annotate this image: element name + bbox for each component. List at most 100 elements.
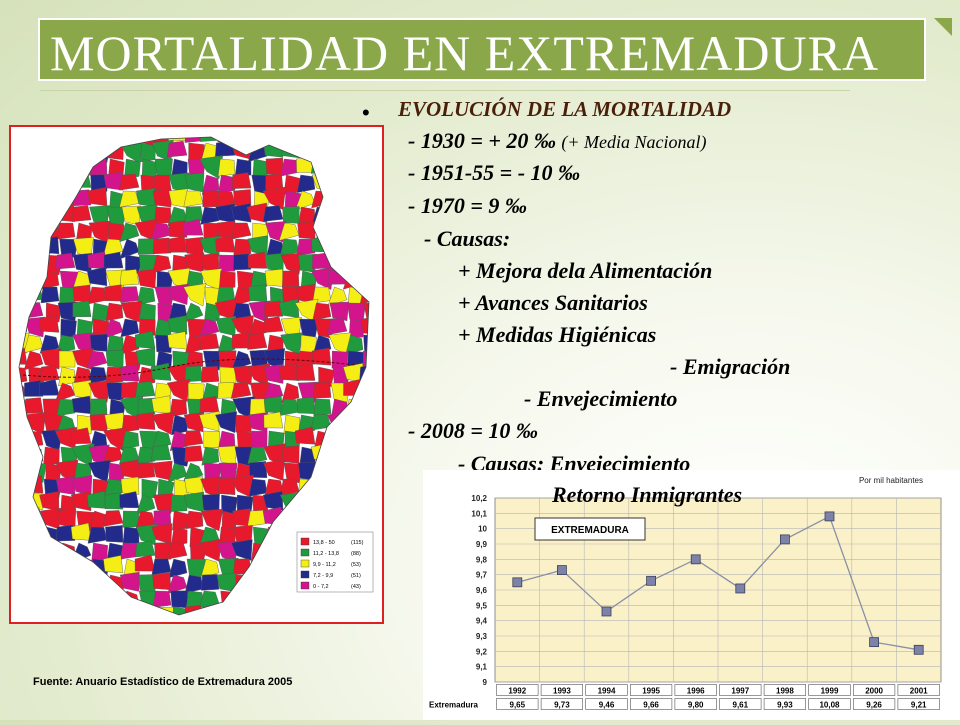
map-municipality bbox=[328, 444, 348, 463]
map-municipality bbox=[19, 445, 29, 465]
map-municipality bbox=[137, 605, 159, 615]
map-municipality bbox=[359, 364, 369, 381]
map-municipality bbox=[166, 140, 188, 158]
map-municipality bbox=[199, 411, 220, 432]
chart-x-cell bbox=[852, 684, 896, 696]
chart-y-tick-label: 9,3 bbox=[476, 632, 488, 641]
map-municipality bbox=[202, 606, 220, 615]
map-municipality bbox=[375, 507, 382, 525]
map-municipality bbox=[104, 284, 124, 302]
map-municipality bbox=[298, 462, 317, 481]
chart-y-tick-label: 10 bbox=[478, 525, 487, 534]
map-municipality bbox=[231, 172, 252, 189]
map-municipality bbox=[154, 158, 173, 177]
map-municipality bbox=[19, 204, 28, 224]
text-line-sanitarios: + Avances Sanitarios bbox=[458, 290, 648, 315]
map-municipality bbox=[134, 330, 156, 349]
map-municipality bbox=[119, 222, 140, 243]
map-legend-count: (51) bbox=[351, 573, 361, 579]
map-municipality bbox=[19, 302, 31, 323]
map-municipality bbox=[345, 334, 364, 355]
map-municipality bbox=[19, 542, 28, 560]
map-municipality bbox=[265, 137, 286, 146]
map-municipality bbox=[230, 222, 252, 240]
map-municipality bbox=[362, 142, 369, 162]
map-legend-range: 11,2 - 13,8 bbox=[313, 551, 339, 557]
map-municipality bbox=[296, 604, 316, 615]
map-municipality bbox=[329, 137, 348, 143]
map-legend-swatch bbox=[300, 570, 310, 579]
map-municipality bbox=[153, 493, 174, 514]
map-municipality bbox=[76, 574, 94, 595]
map-municipality bbox=[381, 559, 382, 577]
map-municipality bbox=[39, 365, 60, 382]
map-municipality bbox=[102, 510, 124, 527]
chart-value-cell bbox=[852, 698, 896, 710]
map-municipality bbox=[71, 395, 92, 415]
map-municipality bbox=[152, 237, 172, 255]
chart-data-point bbox=[824, 511, 835, 522]
map-municipality bbox=[347, 174, 364, 192]
map-municipality bbox=[248, 478, 268, 497]
map-legend-range: 13,8 - 50 bbox=[313, 540, 335, 546]
map-municipality bbox=[249, 461, 268, 478]
map-municipality bbox=[120, 318, 140, 338]
map-municipality bbox=[376, 527, 382, 544]
map-municipality bbox=[345, 205, 364, 223]
map-municipality bbox=[381, 351, 382, 371]
map-municipality bbox=[327, 139, 348, 159]
map-municipality bbox=[119, 190, 140, 208]
map-municipality bbox=[279, 158, 300, 177]
map-municipality bbox=[378, 399, 382, 415]
map-municipality bbox=[376, 492, 382, 509]
map-municipality bbox=[251, 558, 270, 578]
map-municipality bbox=[72, 284, 92, 303]
map-municipality bbox=[154, 542, 172, 560]
map-municipality bbox=[199, 235, 221, 257]
map-municipality bbox=[359, 459, 369, 477]
map-municipality bbox=[119, 571, 140, 592]
chart-x-tick-label: 1997 bbox=[731, 687, 749, 696]
map-legend-count: (115) bbox=[351, 540, 364, 546]
map-municipality bbox=[23, 155, 47, 179]
text-line-retorno: Retorno Inmigrantes bbox=[552, 482, 743, 507]
map-municipality bbox=[247, 142, 268, 163]
map-municipality bbox=[19, 137, 28, 144]
map-municipality bbox=[345, 398, 364, 418]
chart-value-cell bbox=[763, 698, 807, 710]
chart-x-cell bbox=[763, 684, 807, 696]
map-municipality bbox=[56, 508, 77, 529]
map-municipality bbox=[87, 286, 108, 305]
text-line-alimentacion: + Mejora dela Alimentación bbox=[458, 258, 713, 283]
bullet-icon: • bbox=[362, 100, 370, 125]
map-municipality bbox=[136, 446, 156, 465]
chart-x-tick-label: 1994 bbox=[598, 687, 616, 696]
chart-value-cell bbox=[897, 698, 940, 710]
map-municipality bbox=[19, 286, 28, 305]
map-municipality bbox=[380, 591, 382, 611]
map-municipality bbox=[248, 137, 268, 143]
chart-x-tick-label: 2000 bbox=[865, 687, 883, 696]
map-municipality bbox=[326, 318, 348, 335]
map-municipality bbox=[264, 300, 284, 317]
map-municipality bbox=[25, 542, 44, 561]
map-municipality bbox=[104, 492, 124, 510]
map-municipality bbox=[281, 542, 300, 563]
map-municipality bbox=[313, 382, 332, 399]
chart-value-label: 10,08 bbox=[819, 701, 840, 710]
chart-value-cell bbox=[630, 698, 673, 710]
map-municipality bbox=[344, 156, 365, 177]
map-municipality bbox=[56, 334, 76, 354]
map-municipality bbox=[248, 590, 268, 611]
map-municipality bbox=[313, 589, 332, 608]
map-municipality bbox=[378, 206, 382, 225]
map-municipality bbox=[312, 302, 332, 321]
map-municipality bbox=[232, 137, 252, 147]
chart-value-cell bbox=[719, 698, 762, 710]
chart-value-label: 9,61 bbox=[733, 701, 749, 710]
map-municipality bbox=[201, 574, 220, 591]
map-municipality bbox=[380, 303, 382, 323]
map-municipality bbox=[247, 510, 268, 527]
map-municipality bbox=[168, 558, 188, 578]
map-municipality bbox=[247, 446, 268, 464]
